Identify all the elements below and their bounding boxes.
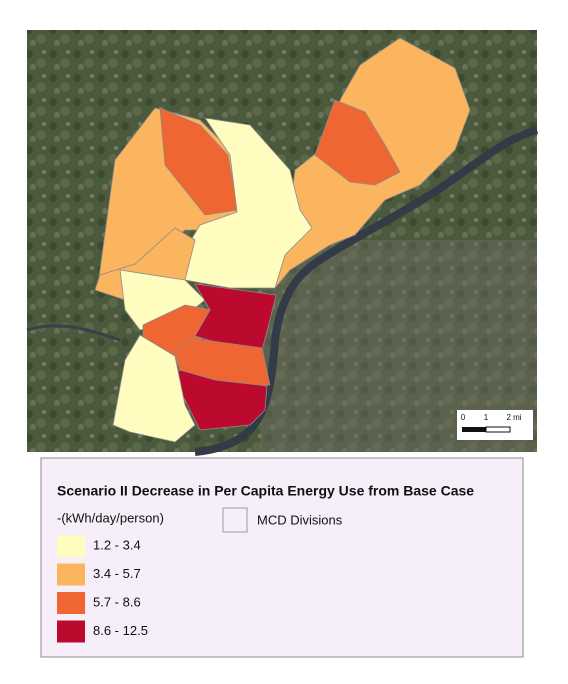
scale-label: 2 mi <box>506 413 521 422</box>
legend-swatch <box>57 592 85 614</box>
region <box>112 334 196 443</box>
legend-swatch <box>57 535 85 557</box>
legend-label: 1.2 - 3.4 <box>93 537 141 552</box>
legend-title: Scenario II Decrease in Per Capita Energ… <box>57 483 474 499</box>
legend-label: 5.7 - 8.6 <box>93 594 141 609</box>
mcd-regions <box>94 37 471 443</box>
scale-label: 0 <box>461 413 466 422</box>
boundary-label: MCD Divisions <box>257 512 343 527</box>
boundary-swatch <box>222 507 248 533</box>
legend-label: 8.6 - 12.5 <box>93 623 148 638</box>
legend-subtitle: -(kWh/day/person) <box>57 510 164 525</box>
legend-swatch <box>57 563 85 586</box>
legend-label: 3.4 - 5.7 <box>93 566 141 581</box>
legend: Scenario II Decrease in Per Capita Energ… <box>40 457 524 658</box>
scale-label: 1 <box>484 413 489 422</box>
legend-classes: 1.2 - 3.4 3.4 - 5.7 5.7 - 8.6 8.6 - 12.5 <box>57 535 148 643</box>
scale-bar: 0 1 2 mi <box>457 410 533 440</box>
region <box>314 99 401 186</box>
legend-swatch <box>57 620 85 643</box>
region <box>184 117 313 289</box>
